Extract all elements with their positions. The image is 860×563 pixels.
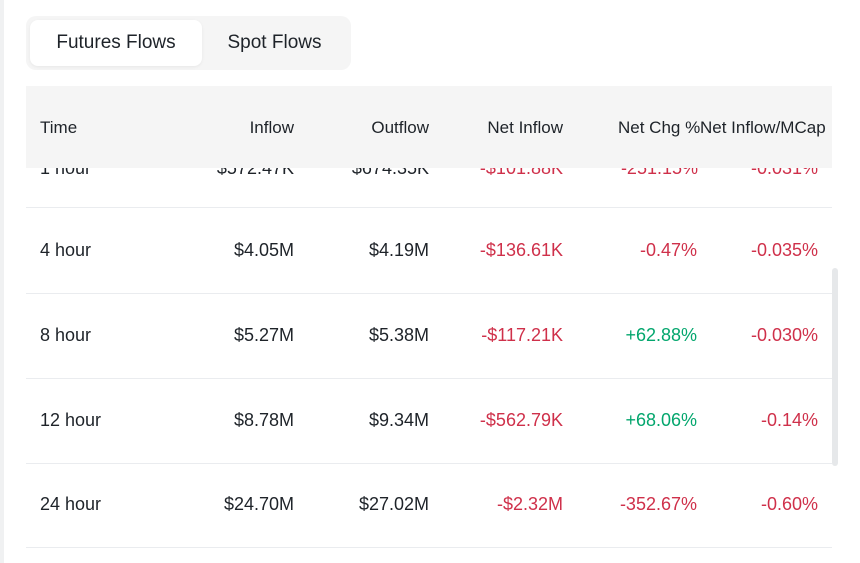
cell-net-chg: -0.47% [639,240,697,260]
header-inflow[interactable]: Inflow [249,118,294,137]
cell-net-inflow: -$562.79K [479,410,563,430]
cell-net-inflow-mcap: -0.60% [760,494,818,514]
table-row: 8 hour $5.27M $5.38M -$117.21K +62.88% -… [26,294,832,379]
tab-spot-flows[interactable]: Spot Flows [227,32,322,53]
cell-inflow: $8.78M [233,410,294,430]
cell-outflow: $9.34M [368,410,429,430]
table-scrollbar[interactable] [832,268,838,466]
cell-net-inflow: -$2.32M [496,494,563,514]
cell-inflow: $4.05M [233,240,294,260]
cell-time: 4 hour [40,240,92,260]
cell-time: 8 hour [40,325,92,345]
cell-net-inflow: -$117.21K [481,325,563,345]
cell-net-chg: +68.06% [625,410,697,430]
cell-net-inflow: -$136.61K [479,240,563,260]
table-row: 12 hour $8.78M $9.34M -$562.79K +68.06% … [26,379,832,464]
header-net-inflow[interactable]: Net Inflow [487,118,563,137]
cell-outflow: $5.38M [368,325,429,345]
cell-net-chg: +62.88% [625,325,697,345]
cell-net-inflow-mcap: -0.035% [750,240,818,260]
tab-futures-flows[interactable]: Futures Flows [30,20,202,66]
table-row: 24 hour $24.70M $27.02M -$2.32M -352.67%… [26,463,832,548]
header-net-chg[interactable]: Net Chg % [618,118,701,137]
cell-time: 12 hour [40,410,102,430]
cell-inflow: $5.27M [233,325,294,345]
cell-outflow: $27.02M [358,494,429,514]
flows-table: 1 hour $572.47K $674.35K -$101.88K -251.… [26,86,832,563]
cell-net-inflow-mcap: -0.14% [760,410,818,430]
header-time[interactable]: Time [40,118,78,137]
page-left-edge [0,0,4,563]
flow-type-tabs: Futures Flows Spot Flows [26,16,351,70]
cell-net-inflow-mcap: -0.030% [750,325,818,345]
table-row: 4 hour $4.05M $4.19M -$136.61K -0.47% -0… [26,209,832,294]
header-outflow[interactable]: Outflow [371,118,429,137]
cell-time: 24 hour [40,494,102,514]
table-header: Time Inflow Outflow Net Inflow Net Chg %… [26,86,832,168]
cell-net-chg: -352.67% [619,494,697,514]
header-net-inflow-mcap[interactable]: Net Inflow/MCap [700,118,826,137]
cell-inflow: $24.70M [223,494,294,514]
cell-outflow: $4.19M [368,240,429,260]
